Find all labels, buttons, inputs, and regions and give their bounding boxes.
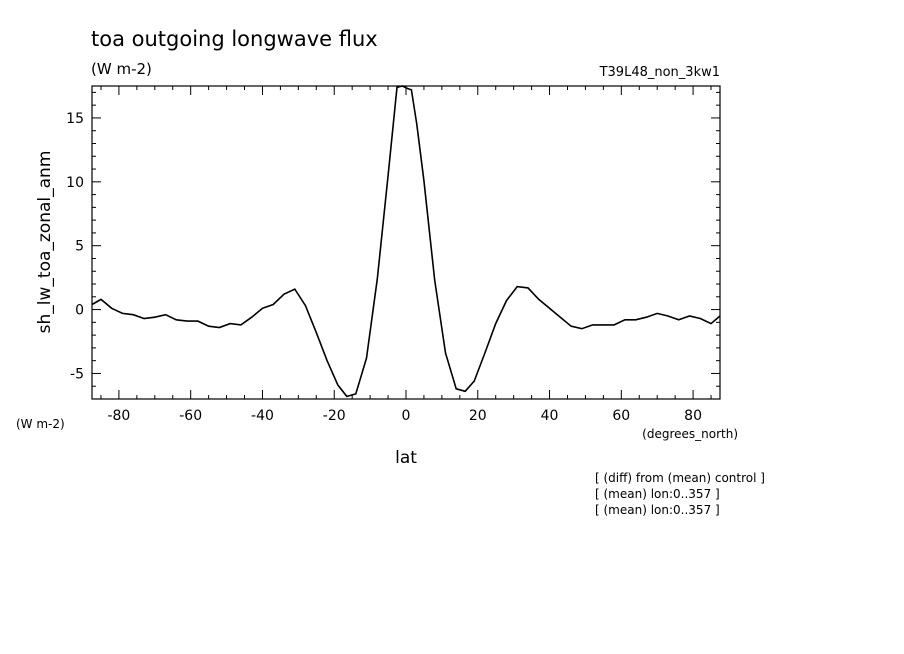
x-axis-label: lat — [395, 448, 417, 468]
y-tick-label: 15 — [66, 111, 84, 127]
y-tick-label: 5 — [75, 239, 84, 255]
chart-subtitle: (W m-2) — [91, 60, 152, 78]
x-tick-label: 60 — [612, 408, 630, 424]
x-tick-label: 40 — [541, 408, 559, 424]
x-tick-label: 0 — [402, 408, 411, 424]
y-axis: -5 0 5 10 15 — [66, 91, 720, 400]
series-line — [91, 85, 721, 398]
x-tick-label: -60 — [179, 408, 202, 424]
x-tick-label: -40 — [251, 408, 274, 424]
y-tick-label: -5 — [70, 366, 84, 382]
x-units-label: (degrees_north) — [642, 427, 738, 441]
x-tick-label: -20 — [323, 408, 346, 424]
run-label: T39L48_non_3kw1 — [599, 65, 720, 80]
x-tick-label: 80 — [684, 408, 702, 424]
y-tick-label: 0 — [75, 303, 84, 319]
note-line-2: [ (mean) lon:0..357 ] — [595, 487, 720, 501]
chart-title: toa outgoing longwave flux — [91, 27, 378, 51]
y-units-label: (W m-2) — [16, 417, 65, 431]
x-tick-label: -80 — [107, 408, 130, 424]
note-line-1: [ (diff) from (mean) control ] — [595, 471, 765, 485]
plot-frame — [91, 85, 721, 400]
x-axis: -80 -60 -40 -20 0 20 40 60 80 — [100, 86, 712, 424]
y-axis-label: sh_lw_toa_zonal_anm — [35, 151, 55, 334]
x-tick-label: 20 — [469, 408, 487, 424]
y-tick-label: 10 — [66, 175, 84, 191]
note-line-3: [ (mean) lon:0..357 ] — [595, 503, 720, 517]
